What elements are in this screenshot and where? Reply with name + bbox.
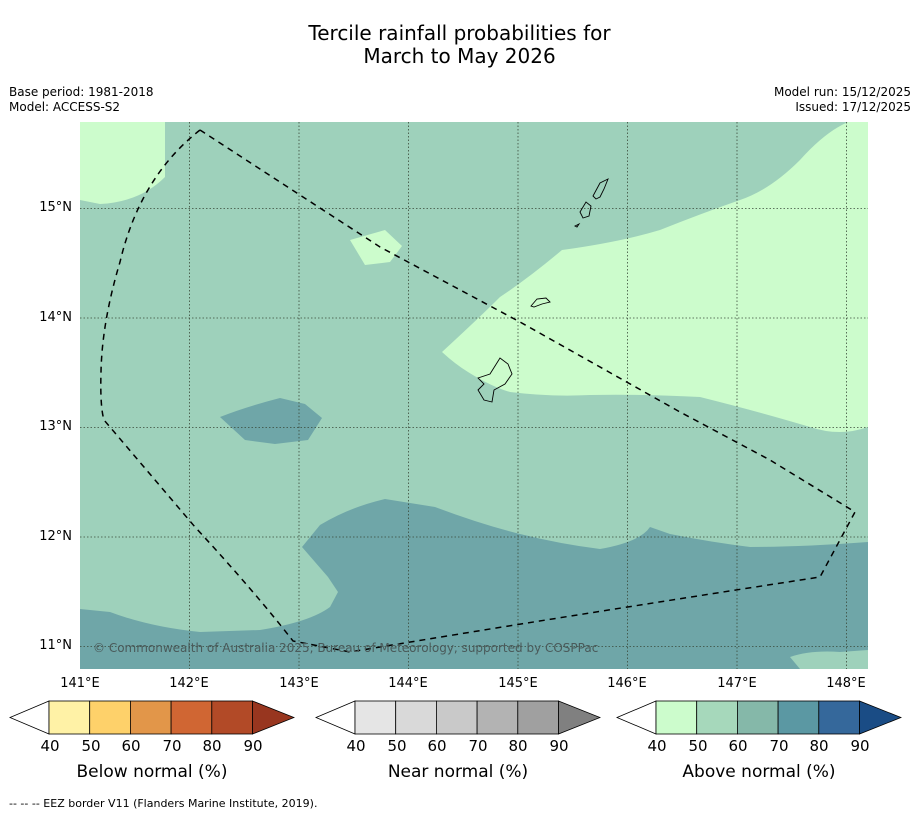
island-guam	[477, 357, 513, 403]
colorbar-segment-lower-extend	[8, 700, 50, 735]
eez-border	[100, 129, 856, 653]
zone-above-50-patch	[350, 230, 402, 265]
gridlines	[80, 122, 868, 669]
colorbar-above-title: Above normal (%)	[682, 762, 836, 782]
copyright-text: © Commonwealth of Australia 2025, Bureau…	[93, 641, 599, 655]
base-period: Base period: 1981-2018	[9, 85, 154, 99]
island-tinian	[579, 201, 592, 219]
lon-tick-145e: 145°E	[498, 676, 538, 691]
meta-left: Base period: 1981-2018 Model: ACCESS-S2	[9, 85, 154, 115]
colorbar-segment	[476, 700, 519, 735]
title-line-2: March to May 2026	[363, 44, 556, 68]
colorbar-segment	[130, 700, 172, 735]
cb-near-tick-80: 80	[508, 737, 528, 755]
cb-above-tick-50: 50	[688, 737, 708, 755]
zone-above-50-nw	[80, 122, 165, 204]
lon-tick-147e: 147°E	[717, 676, 757, 691]
lat-tick-13n: 13°N	[39, 419, 72, 434]
colorbar-segment-upper-extend	[859, 700, 903, 735]
cb-above-tick-80: 80	[809, 737, 829, 755]
colorbar-segment-lower-extend	[314, 700, 356, 735]
cb-near-tick-60: 60	[427, 737, 447, 755]
cb-above-tick-40: 40	[647, 737, 667, 755]
title-line-1: Tercile rainfall probabilities for	[308, 21, 611, 45]
cb-near-tick-40: 40	[346, 737, 366, 755]
lon-tick-146e: 146°E	[607, 676, 647, 691]
zone-above-60-se	[790, 650, 868, 669]
lon-tick-141e: 141°E	[60, 676, 100, 691]
colorbar-segment	[211, 700, 253, 735]
colorbar-segment	[354, 700, 397, 735]
colorbar-segment	[436, 700, 478, 735]
cb-near-tick-70: 70	[468, 737, 488, 755]
cb-below-tick-60: 60	[121, 737, 141, 755]
colorbar-segment	[517, 700, 559, 735]
lat-tick-15n: 15°N	[39, 200, 72, 215]
model-name: Model: ACCESS-S2	[9, 100, 121, 114]
lon-tick-142e: 142°E	[169, 676, 209, 691]
probability-map	[80, 122, 868, 669]
model-run: Model run: 15/12/2025	[773, 85, 911, 99]
colorbar-segment	[777, 700, 820, 735]
cb-above-tick-60: 60	[728, 737, 748, 755]
lon-tick-144e: 144°E	[388, 676, 428, 691]
cb-below-tick-80: 80	[202, 737, 222, 755]
issued-date: Issued: 17/12/2025	[795, 100, 911, 114]
island-rota	[530, 297, 551, 308]
eez-footnote: -- -- -- EEZ border V11 (Flanders Marine…	[9, 797, 318, 810]
cb-above-tick-70: 70	[769, 737, 789, 755]
colorbar-segment-upper-extend	[558, 700, 602, 735]
colorbar-segment	[818, 700, 860, 735]
zone-above-70-south	[80, 499, 868, 669]
chart-title: Tercile rainfall probabilities for March…	[0, 22, 919, 68]
lon-tick-148e: 148°E	[826, 676, 866, 691]
colorbar-segment	[170, 700, 213, 735]
lat-tick-14n: 14°N	[39, 310, 72, 325]
cb-near-tick-50: 50	[387, 737, 407, 755]
colorbar-segment-lower-extend	[615, 700, 657, 735]
colorbar-near	[314, 700, 602, 740]
colorbar-near-title: Near normal (%)	[387, 762, 529, 782]
zone-above-70-patch	[220, 398, 322, 444]
meta-right: Model run: 15/12/2025 Issued: 17/12/2025	[774, 85, 911, 115]
lat-tick-12n: 12°N	[39, 529, 72, 544]
colorbar-below	[8, 700, 296, 740]
cb-below-tick-40: 40	[40, 737, 60, 755]
cb-above-tick-90: 90	[850, 737, 870, 755]
colorbar-segment	[89, 700, 131, 735]
lon-tick-143e: 143°E	[279, 676, 319, 691]
island-aguijan	[573, 222, 581, 228]
island-outlines	[477, 178, 609, 403]
colorbar-below-title: Below normal (%)	[76, 762, 228, 782]
colorbar-segment	[737, 700, 779, 735]
colorbar-segment	[48, 700, 91, 735]
island-saipan	[592, 178, 609, 200]
cb-below-tick-50: 50	[81, 737, 101, 755]
cb-near-tick-90: 90	[549, 737, 569, 755]
cb-below-tick-70: 70	[162, 737, 182, 755]
cb-below-tick-90: 90	[243, 737, 263, 755]
colorbar-above	[615, 700, 903, 740]
colorbar-segment-upper-extend	[252, 700, 296, 735]
zone-above-50-east	[442, 122, 868, 432]
colorbar-segment	[696, 700, 738, 735]
colorbar-segment	[655, 700, 698, 735]
colorbar-segment	[395, 700, 437, 735]
lat-tick-11n: 11°N	[39, 638, 72, 653]
